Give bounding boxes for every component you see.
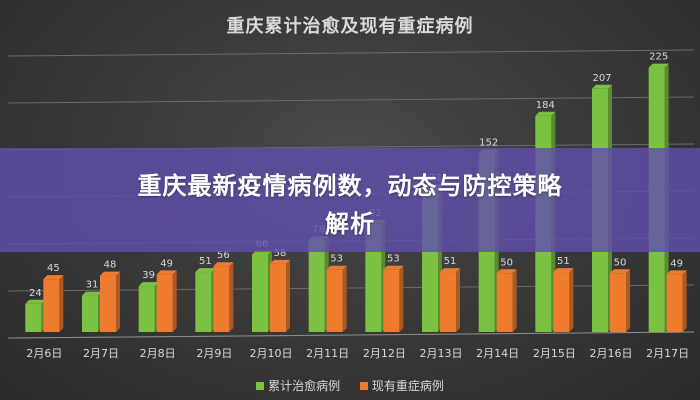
x-tick-label: 2月16日 bbox=[590, 347, 633, 360]
headline-banner: 重庆最新疫情病例数，动态与防控策略 解析 bbox=[0, 148, 700, 252]
x-tick-label: 2月12日 bbox=[363, 347, 406, 360]
bar-severe bbox=[610, 273, 626, 332]
data-label: 225 bbox=[649, 52, 668, 63]
data-label: 152 bbox=[479, 137, 498, 148]
data-label: 24 bbox=[29, 288, 42, 299]
bar-side bbox=[569, 268, 574, 332]
headline-line-2: 解析 bbox=[325, 210, 375, 238]
x-tick-label: 2月10日 bbox=[250, 347, 293, 360]
bar-top bbox=[553, 268, 574, 273]
bar-top bbox=[383, 265, 404, 270]
bar-top bbox=[156, 270, 177, 275]
bar-side bbox=[342, 265, 347, 332]
bar-severe bbox=[213, 266, 230, 332]
bar-cured bbox=[195, 272, 212, 332]
axis-floor bbox=[7, 331, 695, 339]
legend-swatch-cured bbox=[256, 381, 265, 390]
bar-side bbox=[626, 269, 630, 332]
x-tick-label: 2月13日 bbox=[420, 347, 463, 360]
x-tick-label: 2月7日 bbox=[83, 347, 119, 360]
bar-side bbox=[399, 265, 404, 332]
bar-severe bbox=[100, 275, 116, 332]
bar-severe bbox=[43, 279, 60, 332]
data-label: 48 bbox=[104, 260, 117, 271]
data-label: 184 bbox=[536, 100, 555, 111]
data-label: 58 bbox=[274, 248, 287, 259]
data-label: 51 bbox=[557, 256, 570, 267]
data-label: 49 bbox=[160, 258, 173, 269]
data-label: 51 bbox=[444, 256, 457, 267]
bar-severe bbox=[326, 269, 343, 332]
data-label: 51 bbox=[199, 256, 212, 267]
data-label: 50 bbox=[614, 257, 627, 268]
bar-top bbox=[440, 268, 460, 273]
bar-top bbox=[496, 269, 517, 274]
bar-side bbox=[229, 262, 234, 332]
legend-item-cured: 累计治愈病例 bbox=[256, 377, 340, 394]
x-tick-label: 2月6日 bbox=[26, 347, 62, 360]
bar-top bbox=[138, 282, 159, 287]
x-tick-label: 2月9日 bbox=[196, 347, 232, 360]
bar-severe bbox=[440, 272, 456, 332]
data-label: 53 bbox=[330, 254, 343, 265]
bar-cured bbox=[82, 295, 98, 332]
bar-top bbox=[535, 111, 556, 116]
bar-top bbox=[195, 268, 216, 273]
bar-side bbox=[59, 275, 64, 332]
gridline bbox=[7, 96, 695, 104]
bar-side bbox=[456, 268, 460, 332]
bar-top bbox=[610, 269, 630, 274]
bar-side bbox=[116, 271, 120, 332]
x-tick-label: 2月14日 bbox=[476, 347, 519, 360]
gridline bbox=[7, 284, 695, 292]
bar-top bbox=[270, 259, 290, 264]
data-label: 49 bbox=[670, 258, 683, 269]
data-label: 39 bbox=[142, 270, 155, 281]
x-tick-label: 2月15日 bbox=[533, 347, 576, 360]
bar-top bbox=[82, 291, 102, 296]
headline-line-1: 重庆最新疫情病例数，动态与防控策略 bbox=[137, 172, 563, 200]
chart-title: 重庆累计治愈及现有重症病例 bbox=[226, 16, 474, 37]
data-label: 56 bbox=[217, 250, 230, 261]
bar-cured bbox=[138, 286, 155, 332]
bar-top bbox=[592, 84, 612, 89]
legend-label-severe: 现有重症病例 bbox=[371, 379, 444, 393]
x-tick-label: 2月8日 bbox=[140, 347, 176, 360]
bar-top bbox=[326, 265, 347, 270]
bar-top bbox=[100, 271, 120, 276]
bar-severe bbox=[156, 274, 173, 332]
x-tick-label: 2月17日 bbox=[646, 347, 689, 360]
legend-label-cured: 累计治愈病例 bbox=[268, 379, 341, 393]
data-label: 207 bbox=[592, 73, 611, 84]
legend-item-severe: 现有重症病例 bbox=[359, 377, 444, 394]
bar-side bbox=[682, 270, 687, 332]
bar-side bbox=[512, 269, 517, 332]
bar-cured bbox=[25, 303, 42, 332]
bar-top bbox=[648, 63, 669, 68]
bar-cured bbox=[308, 240, 325, 332]
bar-severe bbox=[270, 263, 286, 332]
bar-top bbox=[213, 262, 234, 267]
bar-severe bbox=[383, 269, 400, 332]
bar-side bbox=[172, 270, 177, 332]
bar-top bbox=[43, 275, 64, 280]
bar-severe bbox=[666, 274, 683, 332]
bar-side bbox=[286, 259, 290, 332]
bar-severe bbox=[553, 272, 570, 332]
bar-top bbox=[25, 299, 46, 304]
legend: 累计治愈病例 现有重症病例 bbox=[0, 377, 700, 394]
data-label: 45 bbox=[47, 263, 60, 274]
legend-swatch-severe bbox=[359, 381, 368, 390]
bar-cured bbox=[252, 254, 268, 332]
bar-severe bbox=[496, 273, 513, 332]
bar-top bbox=[666, 270, 687, 275]
data-label: 31 bbox=[86, 280, 99, 291]
x-tick-label: 2月11日 bbox=[306, 347, 349, 360]
data-label: 53 bbox=[387, 254, 400, 265]
gridline bbox=[7, 49, 695, 57]
data-label: 50 bbox=[500, 257, 513, 268]
